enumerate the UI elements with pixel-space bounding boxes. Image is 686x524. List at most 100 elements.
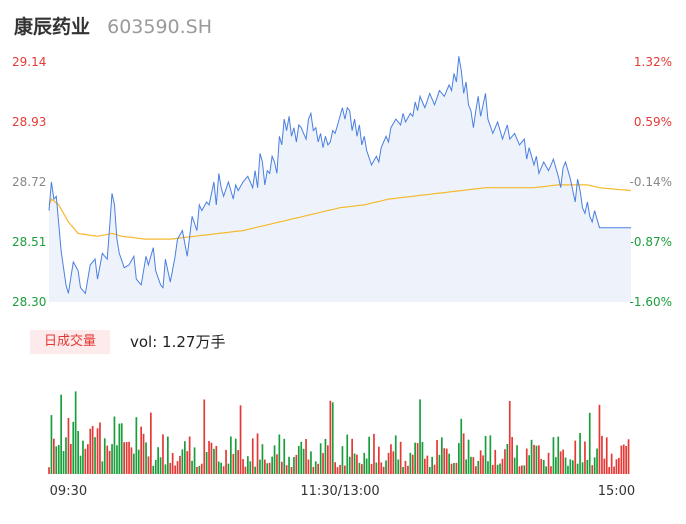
volume-bar — [53, 438, 55, 474]
volume-bar — [378, 446, 380, 474]
volume-bar — [370, 463, 373, 474]
volume-bar — [191, 460, 193, 474]
volume-bar — [268, 462, 271, 474]
volume-bar — [605, 437, 608, 474]
volume-bar — [118, 423, 121, 474]
volume-bar — [499, 463, 501, 474]
volume-bar — [431, 456, 433, 474]
volume-bar — [171, 453, 174, 474]
volume-bar — [513, 457, 516, 474]
volume-bar — [361, 464, 363, 474]
volume-bar — [283, 438, 286, 474]
volume-bar — [394, 435, 397, 474]
volume-bar — [426, 455, 429, 474]
volume-bar — [227, 463, 230, 474]
volume-bar — [552, 437, 555, 474]
average-price-line — [48, 184, 632, 240]
volume-bar — [198, 465, 201, 474]
volume-bar — [455, 462, 458, 474]
volume-bar — [579, 433, 581, 474]
volume-bar — [164, 464, 167, 474]
volume-bar — [196, 466, 198, 474]
volume-bar — [225, 449, 227, 474]
time-tick-label: 15:00 — [598, 484, 635, 499]
volume-bar — [443, 448, 446, 474]
volume-bar — [200, 463, 203, 474]
volume-bar — [487, 461, 489, 474]
price-tick-label: 28.72 — [12, 175, 46, 189]
volume-bar — [584, 441, 586, 474]
volume-bar — [247, 456, 249, 474]
volume-bar — [103, 438, 106, 474]
time-tick-label: 11:30/13:00 — [300, 484, 379, 499]
volume-bar — [157, 447, 159, 474]
volume-bar — [365, 458, 368, 474]
volume-bar — [608, 467, 610, 474]
volume-bar — [341, 446, 344, 474]
volume-bar — [215, 445, 218, 474]
volume-bar — [181, 449, 184, 474]
volume-bar — [249, 461, 252, 474]
percent-tick-label: 1.32% — [634, 55, 672, 69]
volume-bar — [147, 456, 150, 474]
volume-bar — [324, 438, 327, 474]
volume-bar — [82, 440, 84, 474]
volume-bar — [297, 445, 300, 474]
volume-bar — [113, 416, 116, 474]
volume-bar — [186, 451, 189, 474]
volume-bar — [521, 465, 523, 474]
price-axis-labels: 29.14 28.93 28.72 28.51 28.30 — [12, 55, 46, 309]
time-tick-label: 09:30 — [50, 484, 87, 499]
volume-bar — [368, 436, 370, 474]
volume-bar — [77, 431, 79, 474]
volume-tab[interactable]: 日成交量 — [30, 330, 110, 354]
volume-bar — [84, 448, 87, 474]
volume-bar — [125, 442, 128, 474]
price-tick-label: 28.93 — [12, 115, 46, 129]
volume-bar — [470, 456, 472, 474]
volume-bar — [550, 466, 552, 474]
volume-bar — [310, 451, 312, 474]
volume-bar — [135, 417, 138, 474]
volume-bar — [380, 462, 383, 474]
volume-bar — [467, 439, 470, 474]
volume-bar — [232, 454, 235, 474]
volume-bar — [453, 463, 455, 474]
volume-bar — [555, 457, 557, 474]
volume-bar — [462, 433, 465, 474]
percent-tick-label: -1.60% — [630, 295, 672, 309]
volume-bar — [404, 460, 407, 474]
volume-bar — [322, 453, 324, 474]
volume-bar — [547, 452, 550, 474]
volume-bar — [559, 451, 562, 474]
volume-bar — [448, 453, 450, 474]
volume-bar — [564, 457, 567, 474]
volume-bar — [620, 445, 623, 474]
volume-bar — [91, 425, 94, 474]
volume-bar — [331, 402, 334, 474]
volume-bar — [593, 457, 596, 474]
percent-axis-labels: 1.32% 0.59% -0.14% -0.87% -1.60% — [630, 55, 672, 309]
volume-bar — [414, 442, 416, 474]
volume-bar — [610, 453, 613, 474]
stock-code: 603590.SH — [107, 16, 213, 38]
volume-bar — [89, 428, 92, 474]
volume-bar — [428, 467, 431, 474]
volume-bar — [179, 455, 181, 474]
volume-bar — [491, 465, 494, 474]
volume-bar — [278, 434, 281, 474]
stock-header: 康辰药业 603590.SH — [14, 12, 212, 40]
volume-bar — [101, 461, 104, 474]
volume-bar — [441, 437, 443, 474]
volume-bar — [385, 460, 387, 474]
volume-bar — [167, 436, 169, 474]
volume-bar — [208, 441, 210, 474]
volume-bar — [411, 454, 414, 474]
volume-bar — [314, 461, 317, 474]
volume-bar — [525, 448, 528, 474]
percent-tick-label: -0.87% — [630, 235, 672, 249]
volume-bar — [72, 421, 75, 474]
volume-bar — [162, 434, 164, 474]
volume-bar — [484, 435, 487, 474]
volume-bar — [290, 467, 293, 474]
